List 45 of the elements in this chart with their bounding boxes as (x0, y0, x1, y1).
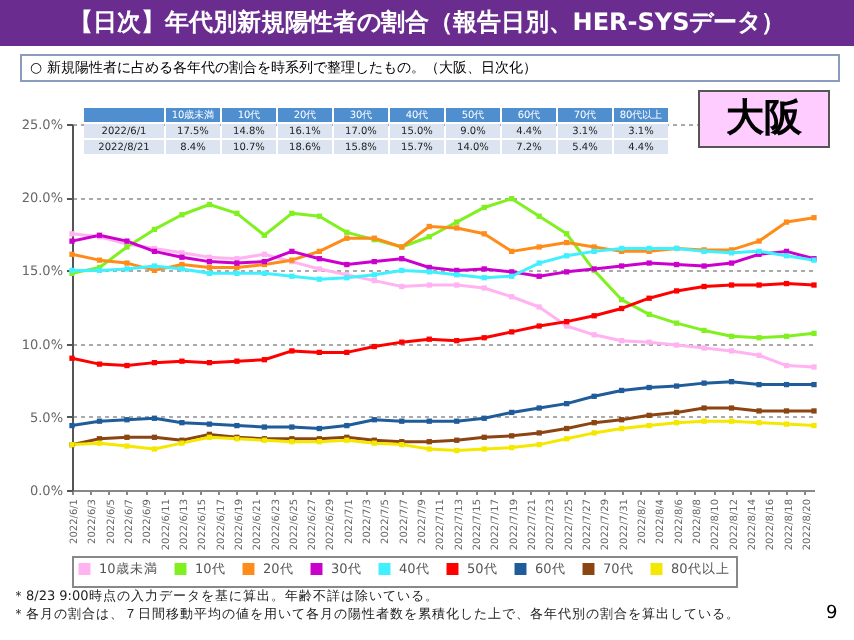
point (811, 282, 817, 288)
point (728, 260, 735, 266)
point (69, 251, 75, 257)
point (811, 381, 817, 388)
point (646, 384, 652, 391)
chart-title: 【日次】年代別新規陽性者の割合（報告日別、HER-SYSデータ） (0, 0, 854, 46)
point (234, 422, 240, 429)
line-series (69, 231, 817, 370)
point (701, 283, 707, 290)
line-series (69, 280, 817, 369)
point (728, 405, 735, 411)
point (69, 422, 75, 429)
point (756, 381, 762, 388)
line-series (69, 418, 817, 454)
point (783, 219, 790, 225)
annotation: 大阪 (698, 90, 830, 148)
point (206, 421, 213, 427)
point (69, 355, 75, 361)
text: 9 (826, 604, 838, 624)
line-series (69, 405, 817, 448)
point (124, 362, 130, 369)
point (96, 361, 103, 367)
point (728, 348, 735, 354)
point (811, 364, 817, 370)
line-series (69, 215, 817, 274)
line-series (69, 379, 817, 432)
point (701, 327, 707, 334)
point (151, 263, 158, 269)
point (811, 422, 817, 429)
point (811, 215, 817, 221)
line-series (69, 232, 817, 279)
point (673, 320, 680, 326)
point (151, 446, 158, 452)
point (811, 330, 817, 336)
point (673, 288, 680, 294)
point (783, 408, 790, 414)
point (646, 422, 652, 429)
point (69, 238, 75, 244)
line-series (69, 245, 817, 282)
point (728, 282, 735, 288)
point (673, 383, 680, 389)
line-series (69, 196, 817, 341)
point (811, 408, 817, 414)
point (69, 231, 75, 237)
point (783, 421, 790, 427)
